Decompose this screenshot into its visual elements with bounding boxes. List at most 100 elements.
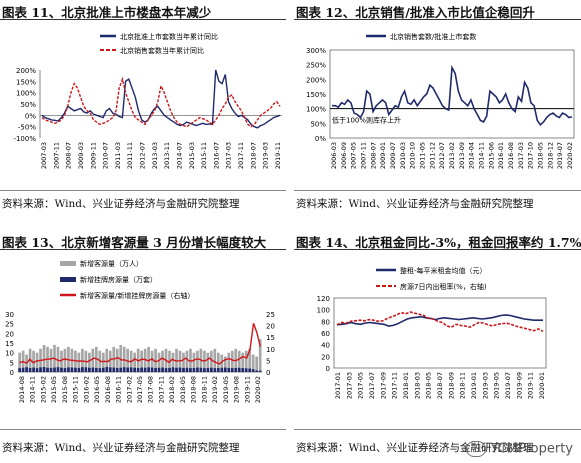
title-rule: [0, 19, 286, 20]
x-tick-label: 2017-10: [527, 142, 535, 169]
x-tick-label: 2007-05: [350, 142, 358, 169]
bar-new-listings: [81, 367, 84, 372]
bar-new-clients: [171, 352, 175, 372]
x-tick-label: 2008-07: [65, 142, 73, 169]
bar-new-clients: [182, 352, 185, 372]
y-tick-label: 5: [10, 359, 14, 367]
bar-new-listings: [147, 367, 150, 372]
x-tick-label: 2014-11: [29, 376, 37, 403]
bar-new-listings: [98, 368, 102, 372]
x-tick-label: 2018-05: [179, 376, 187, 403]
x-tick-label: 2019-02: [211, 376, 219, 403]
x-tick-label: 2009-11: [89, 142, 97, 169]
bar-new-clients: [56, 346, 60, 372]
bar-new-listings: [203, 368, 206, 372]
bar-new-clients: [185, 350, 189, 372]
bar-new-listings: [206, 367, 210, 372]
x-tick-label: 2019-08: [233, 376, 241, 403]
bar-new-clients: [220, 354, 224, 372]
y-tick-label: 100%: [306, 106, 326, 114]
x-tick-label: 2019-05: [222, 376, 230, 403]
bar-new-listings: [143, 367, 147, 372]
x-tick-label: 2018-07: [249, 142, 257, 169]
bar-new-listings: [112, 367, 116, 372]
x-tick-label: 2013-02: [448, 142, 456, 169]
bar-new-clients: [49, 348, 53, 372]
bar-new-clients: [216, 352, 220, 372]
bar-new-listings: [101, 367, 105, 372]
title-rule: [294, 19, 581, 20]
x-tick-label: 2018-05: [537, 142, 545, 169]
y-tick-label: 200%: [16, 67, 36, 75]
x-tick-label: 2009-01: [379, 142, 387, 169]
bar-new-listings: [258, 370, 262, 372]
bar-new-listings: [88, 367, 91, 372]
bar-new-listings: [234, 367, 238, 372]
x-tick-label: 2015-11: [72, 376, 80, 403]
bar-new-clients: [32, 350, 35, 372]
x-tick-label: 2018-01: [402, 372, 410, 399]
bar-new-clients: [101, 352, 105, 372]
bar-new-listings: [32, 367, 35, 372]
source-note: 资料来源：Wind、兴业证券经济与金融研究院整理: [2, 442, 240, 454]
bar-new-clients: [147, 346, 150, 372]
y-tick-label: 150%: [306, 91, 326, 99]
x-tick-label: 2014-07: [175, 142, 183, 169]
x-tick-label: 2015-11: [200, 142, 208, 169]
bar-new-clients: [60, 350, 63, 372]
x-tick-label: 2017-09: [379, 372, 387, 399]
bar-new-clients: [143, 348, 147, 372]
bar-new-listings: [133, 367, 137, 372]
bar-new-listings: [210, 367, 213, 372]
legend-label: 新增挂牌房源量（万套）: [80, 275, 157, 284]
source-rule: [294, 429, 581, 430]
legend-swatch: [60, 261, 76, 266]
bar-new-listings: [115, 367, 119, 372]
x-tick-label: 2015-05: [50, 376, 58, 403]
chart-11-plot: 200% 150% 100% 50% 0% -50% -100% 2007-03 2007-11…: [13, 32, 282, 169]
x-tick-label: 2019-05: [493, 372, 501, 399]
x-tick-label: 2017-11: [157, 376, 165, 403]
legend-label: 北京销售套数当年累计同比: [120, 46, 204, 55]
bar-new-listings: [122, 367, 126, 372]
bar-new-clients: [91, 348, 95, 372]
bar-new-clients: [255, 356, 259, 372]
x-tick-label: 2016-08: [507, 142, 515, 169]
series-line-rent: [336, 314, 543, 327]
y-tick-label: 40: [321, 342, 330, 350]
x-tick-label: 2019-07: [556, 142, 564, 169]
bar-new-clients: [210, 350, 213, 372]
bar-new-clients: [77, 352, 81, 372]
x-tick-label: 2007-11: [52, 142, 60, 169]
x-tick-label: 2017-11: [237, 142, 245, 169]
source-rule: [294, 190, 581, 191]
legend-swatch: [60, 277, 76, 282]
x-tick-label: 2011-12: [428, 142, 436, 169]
bar-new-listings: [168, 367, 171, 372]
y-tick-label: 50%: [310, 120, 326, 128]
bar-new-clients: [140, 350, 143, 372]
x-tick-label: 2019-09: [515, 372, 523, 399]
bar-new-clients: [35, 352, 39, 372]
x-tick-label: 2019-07: [504, 372, 512, 399]
x-tick-label: 2020-01: [538, 372, 546, 399]
bar-new-listings: [185, 367, 189, 372]
bar-new-clients: [88, 352, 91, 372]
y-tick-label: 150%: [16, 78, 36, 86]
y-tick-label: 20: [266, 323, 275, 331]
x-tick-label: 2018-12: [546, 142, 554, 169]
plot-frame: [333, 297, 547, 369]
bar-new-clients: [206, 352, 210, 372]
bar-new-clients: [42, 344, 46, 372]
y-tick-label: 300%: [306, 47, 326, 55]
chart-title: 图表 13、北京新增客源量 3 月份增长幅度较大: [2, 235, 267, 250]
bar-new-clients: [227, 352, 231, 372]
bar-new-listings: [42, 366, 46, 372]
bar-new-clients: [237, 350, 241, 372]
bar-new-listings: [255, 370, 259, 372]
bar-new-listings: [77, 367, 81, 372]
source-note: 资料来源：Wind、兴业证券经济与金融研究院整理: [296, 198, 534, 210]
x-tick-label: 2016-05: [93, 376, 101, 403]
x-tick-label: 2019-03: [481, 372, 489, 399]
y-tick-label: 5: [266, 357, 270, 365]
